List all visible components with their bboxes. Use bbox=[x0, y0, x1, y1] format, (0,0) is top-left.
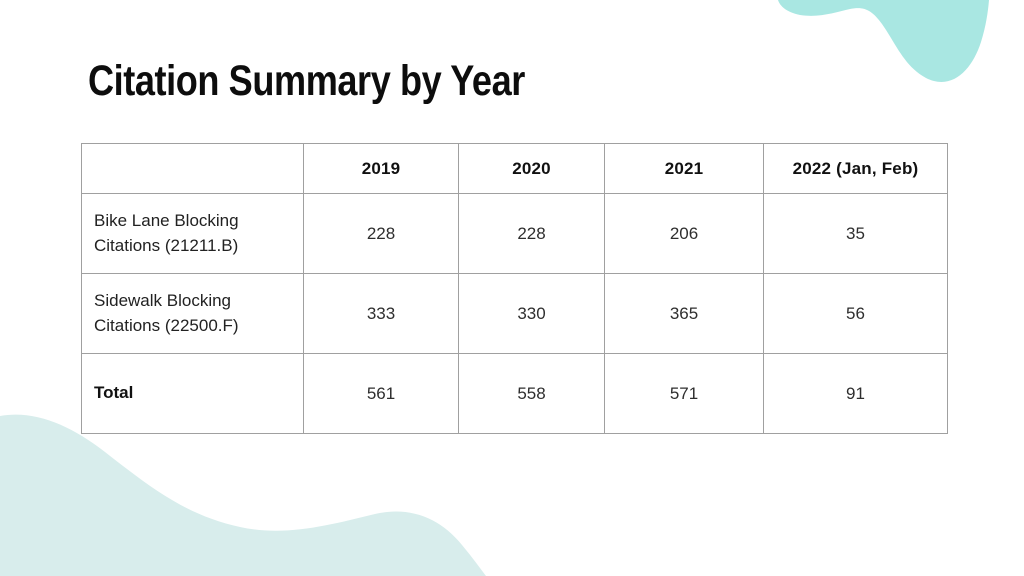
column-header-2022: 2022 (Jan, Feb) bbox=[763, 143, 948, 194]
table-row-total: Total 561 558 571 91 bbox=[81, 353, 948, 434]
column-header-2019: 2019 bbox=[303, 143, 459, 194]
row-label-total: Total bbox=[81, 353, 304, 434]
cell-value: 571 bbox=[604, 353, 764, 434]
blob-shape bbox=[778, 0, 989, 82]
row-label: Bike Lane Blocking Citations (21211.B) bbox=[81, 193, 304, 274]
cell-value: 56 bbox=[763, 273, 948, 354]
cell-value: 228 bbox=[303, 193, 459, 274]
table-row-bike-lane: Bike Lane Blocking Citations (21211.B) 2… bbox=[81, 193, 948, 274]
cell-value: 91 bbox=[763, 353, 948, 434]
cell-value: 228 bbox=[458, 193, 605, 274]
column-header-2020: 2020 bbox=[458, 143, 605, 194]
cell-value: 365 bbox=[604, 273, 764, 354]
column-header-2021: 2021 bbox=[604, 143, 764, 194]
table-row-sidewalk: Sidewalk Blocking Citations (22500.F) 33… bbox=[81, 273, 948, 354]
cell-value: 558 bbox=[458, 353, 605, 434]
row-label: Sidewalk Blocking Citations (22500.F) bbox=[81, 273, 304, 354]
cell-value: 35 bbox=[763, 193, 948, 274]
cell-value: 330 bbox=[458, 273, 605, 354]
cell-value: 333 bbox=[303, 273, 459, 354]
page-title: Citation Summary by Year bbox=[88, 57, 525, 105]
header-row: 2019 2020 2021 2022 (Jan, Feb) bbox=[81, 143, 948, 194]
blob-shape bbox=[0, 414, 486, 576]
cell-value: 206 bbox=[604, 193, 764, 274]
citation-summary-table: 2019 2020 2021 2022 (Jan, Feb) Bike Lane… bbox=[81, 143, 948, 434]
column-header-empty bbox=[81, 143, 304, 194]
cell-value: 561 bbox=[303, 353, 459, 434]
decorative-blob-top-right bbox=[778, 0, 989, 82]
